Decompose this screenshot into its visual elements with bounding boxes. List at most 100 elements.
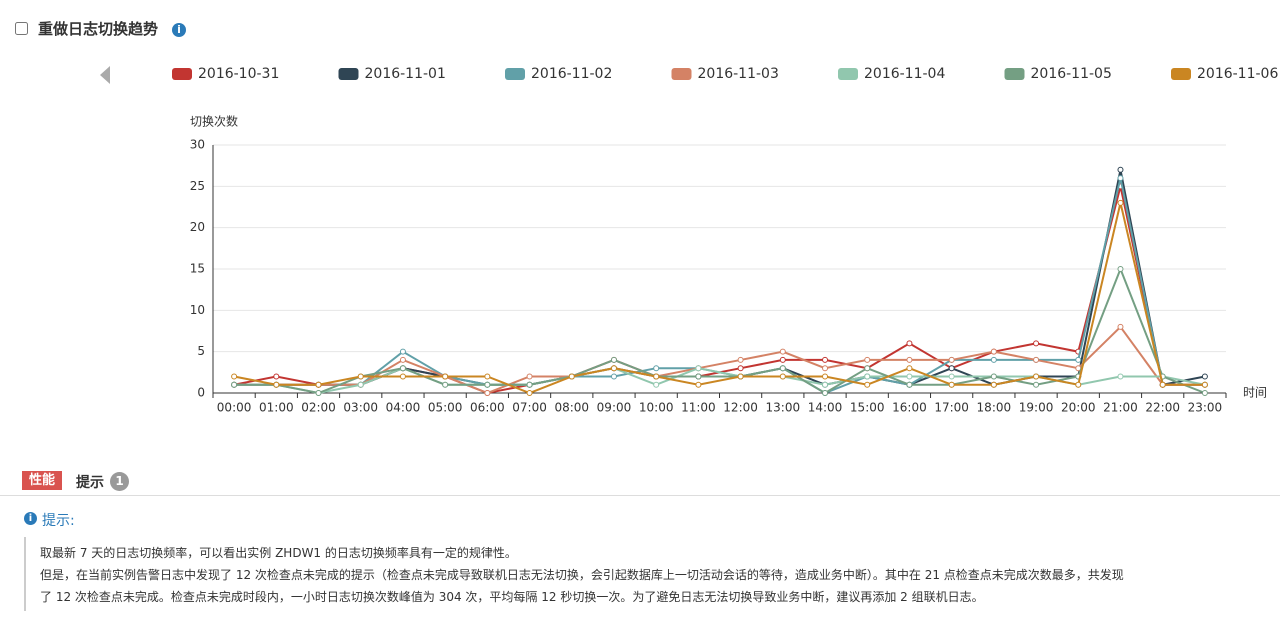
data-point xyxy=(1201,390,1208,396)
data-point xyxy=(906,356,913,363)
x-tick-label: 00:00 xyxy=(217,401,252,415)
x-tick-label: 05:00 xyxy=(428,401,463,415)
legend-label: 2016-11-04 xyxy=(864,66,945,82)
x-tick-label: 04:00 xyxy=(386,401,421,415)
data-point xyxy=(315,381,322,388)
x-tick-label: 09:00 xyxy=(597,401,632,415)
data-point xyxy=(1201,373,1208,380)
data-point xyxy=(399,373,406,380)
data-point xyxy=(315,390,322,396)
data-point xyxy=(442,373,449,380)
legend-swatch xyxy=(838,68,858,80)
chart: 切换次数 时间 0 5 10 15 20 25 30 00:00 01:00 02:00 03:00… xyxy=(100,66,1278,415)
section-title: 重做日志切换趋势 xyxy=(38,20,159,38)
data-point xyxy=(737,373,744,380)
data-point xyxy=(864,381,871,388)
divider xyxy=(0,495,1280,496)
legend-swatch xyxy=(505,68,525,80)
y-tick-label: 15 xyxy=(190,262,205,276)
data-point xyxy=(1033,340,1040,347)
x-tick-label: 02:00 xyxy=(301,401,336,415)
data-point xyxy=(610,365,617,372)
data-point xyxy=(653,365,660,372)
data-point xyxy=(990,373,997,380)
data-point xyxy=(822,381,829,388)
tip-body: 取最新 7 天的日志切换频率，可以看出实例 ZHDW1 的日志切换频率具有一定的… xyxy=(40,542,1124,608)
data-point xyxy=(1117,373,1124,380)
x-tick-label: 12:00 xyxy=(723,401,758,415)
data-point xyxy=(779,348,786,355)
y-tick-label: 0 xyxy=(197,386,205,400)
legend-swatch xyxy=(1171,68,1191,80)
info-icon[interactable]: i xyxy=(172,23,186,37)
data-point xyxy=(948,381,955,388)
data-point xyxy=(1117,266,1124,272)
checkbox[interactable] xyxy=(15,22,28,35)
x-tick-label: 23:00 xyxy=(1188,401,1223,415)
data-point xyxy=(737,365,744,372)
data-point xyxy=(822,356,829,363)
info-icon: i xyxy=(24,512,37,525)
data-point xyxy=(484,390,491,396)
x-tick-label: 20:00 xyxy=(1061,401,1096,415)
tab-badge: 1 xyxy=(110,472,129,491)
data-point xyxy=(653,373,660,380)
data-point xyxy=(399,365,406,372)
data-point xyxy=(906,373,913,380)
x-axis-label: 时间 xyxy=(1243,386,1267,400)
data-point xyxy=(906,381,913,388)
tab[interactable]: 提示 xyxy=(76,475,104,491)
tip-line: 取最新 7 天的日志切换频率，可以看出实例 ZHDW1 的日志切换频率具有一定的… xyxy=(40,546,517,560)
data-point xyxy=(737,356,744,363)
x-tick-label: 11:00 xyxy=(681,401,716,415)
data-point xyxy=(864,356,871,363)
tab-active[interactable]: 性能 xyxy=(22,471,62,490)
data-point xyxy=(526,381,533,388)
data-point xyxy=(1075,381,1082,388)
data-point xyxy=(695,365,702,372)
legend-label: 2016-11-02 xyxy=(531,66,612,82)
data-point xyxy=(610,373,617,380)
data-point xyxy=(399,356,406,363)
x-tick-label: 21:00 xyxy=(1103,401,1138,415)
legend-swatch xyxy=(338,68,359,80)
data-point xyxy=(399,348,406,355)
data-point xyxy=(273,373,280,380)
legend-swatch xyxy=(1004,68,1025,80)
data-point xyxy=(484,381,491,388)
data-point xyxy=(822,390,829,396)
y-tick-label: 5 xyxy=(197,344,205,358)
data-point xyxy=(1159,381,1166,388)
tip-title: 提示: xyxy=(42,513,75,529)
data-point xyxy=(526,373,533,380)
y-tick-label: 25 xyxy=(190,179,205,193)
data-point xyxy=(1033,381,1040,388)
series-line xyxy=(233,186,1205,395)
data-point xyxy=(442,381,449,388)
legend-prev-arrow[interactable] xyxy=(100,66,110,84)
data-point xyxy=(568,373,575,380)
data-point xyxy=(948,356,955,363)
y-tick-label: 20 xyxy=(190,220,205,234)
x-tick-label: 14:00 xyxy=(808,401,843,415)
data-point xyxy=(779,365,786,372)
legend-label: 2016-11-05 xyxy=(1031,66,1112,82)
series-line xyxy=(234,266,1206,395)
data-point xyxy=(231,373,238,380)
data-point xyxy=(864,365,871,372)
x-tick-label: 03:00 xyxy=(343,401,378,415)
series-line xyxy=(233,202,1205,395)
data-point xyxy=(1117,175,1124,182)
legend-swatch xyxy=(172,68,192,80)
tip-line: 了 12 次检查点未完成。检查点未完成时段内，一小时日志切换次数峰值为 304 … xyxy=(40,590,984,604)
data-point xyxy=(822,365,829,372)
data-point xyxy=(357,373,364,380)
x-tick-label: 22:00 xyxy=(1145,401,1180,415)
x-tick-label: 19:00 xyxy=(1019,401,1054,415)
legend-label: 2016-11-06 xyxy=(1197,66,1278,82)
series-line xyxy=(234,325,1205,395)
data-point xyxy=(948,373,955,380)
data-point xyxy=(779,373,786,380)
data-point xyxy=(822,373,829,380)
